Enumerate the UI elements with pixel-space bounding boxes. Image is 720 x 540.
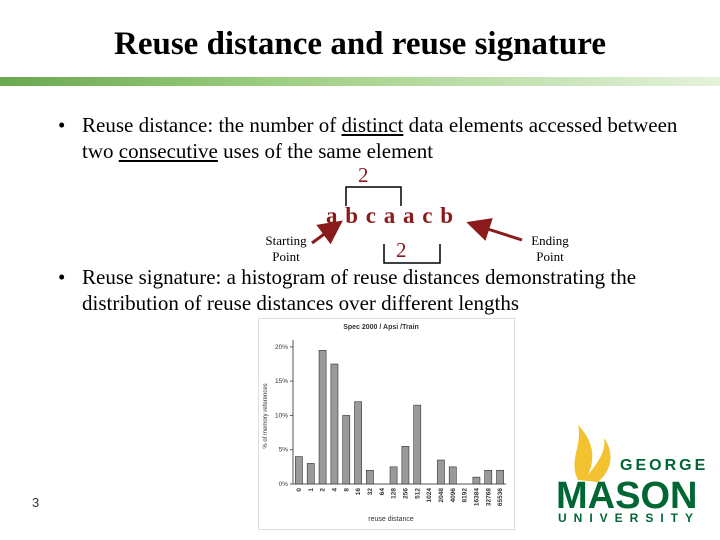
bar: [413, 404, 422, 485]
x-tick-label: 2: [320, 488, 327, 492]
bar: [401, 445, 410, 485]
chart-title: Spec 2000 / Apsi /Train: [343, 324, 419, 331]
bar: [366, 469, 374, 485]
bullet-text: distinct: [341, 113, 404, 137]
x-tick-label: 256: [402, 488, 409, 499]
bar: [484, 469, 493, 485]
bullet-term: Reuse distance: [82, 113, 208, 137]
bullet: • Reuse signature: a histogram of reuse d…: [58, 265, 637, 315]
x-tick-label: 64: [379, 488, 386, 496]
y-tick-label: 20%: [275, 344, 288, 351]
logo-flame: [574, 425, 611, 482]
bullet-text: : the number of: [207, 113, 342, 137]
y-tick-label: 15%: [275, 378, 288, 385]
bar: [472, 476, 481, 485]
bar: [389, 466, 398, 485]
x-tick-label: 16: [355, 488, 362, 496]
y-tick-label: 5%: [279, 447, 289, 454]
bar: [295, 456, 303, 485]
page-number: 3: [32, 495, 40, 510]
title-rule: [0, 77, 720, 86]
x-tick-label: 16384: [473, 488, 480, 506]
logo-line1: GEORGE: [620, 457, 708, 474]
bar: [342, 415, 351, 485]
x-tick-label: 1024: [426, 488, 433, 503]
logo-line2: MASON: [556, 475, 697, 517]
bracket-top: [345, 186, 402, 206]
x-tick-label: 1: [308, 488, 315, 492]
start-arrow: [311, 220, 343, 245]
distance-label: 2: [358, 163, 369, 187]
start-label: Starting Point: [265, 233, 307, 264]
y-tick-label: 0%: [279, 481, 289, 488]
distance-label: 2: [396, 238, 407, 262]
logo: GEORGE MASON UNIVERSITY: [556, 425, 708, 525]
x-tick-label: 32: [367, 488, 374, 496]
bullet-text: consecutive: [118, 139, 218, 163]
bar: [354, 401, 362, 485]
x-tick-label: 65536: [497, 488, 504, 506]
x-axis-label: reuse distance: [368, 516, 414, 523]
x-tick-label: 4: [331, 488, 338, 492]
x-tick-label: 32768: [485, 488, 492, 506]
y-axis-label: % of memory references: [263, 383, 269, 448]
bullet: • Reuse distance: the number of distinct …: [58, 113, 678, 163]
x-tick-label: 0: [296, 488, 303, 492]
x-tick-label: 128: [391, 488, 398, 499]
logo-line3: UNIVERSITY: [558, 511, 700, 525]
x-tick-label: 2048: [438, 488, 445, 503]
x-tick-label: 4096: [450, 488, 457, 503]
histogram: Spec 2000 / Apsi /Train reuse distance %…: [258, 318, 515, 530]
bar: [330, 363, 339, 485]
x-tick-label: 512: [414, 488, 421, 499]
y-tick-label: 10%: [275, 412, 288, 419]
diagram: [311, 186, 523, 264]
bar: [318, 349, 327, 485]
bar: [437, 459, 445, 485]
bullet-text: data elements accessed between two: [82, 113, 678, 163]
bullet-term: Reuse signature: [82, 265, 216, 289]
sequence: a b c a a c b: [326, 203, 454, 228]
bar: [448, 466, 457, 485]
bullet-text: : a histogram of reuse distances demonst…: [82, 265, 637, 315]
bracket-bottom: [383, 244, 441, 264]
end-label: Ending Point: [531, 233, 569, 264]
bar: [496, 469, 504, 485]
x-tick-label: 8: [343, 488, 350, 492]
slide-title: Reuse distance and reuse signature: [114, 26, 606, 62]
end-arrow: [466, 218, 523, 242]
x-tick-label: 8192: [462, 488, 469, 503]
bar: [306, 463, 315, 485]
bullet-text: uses of the same element: [217, 139, 434, 163]
